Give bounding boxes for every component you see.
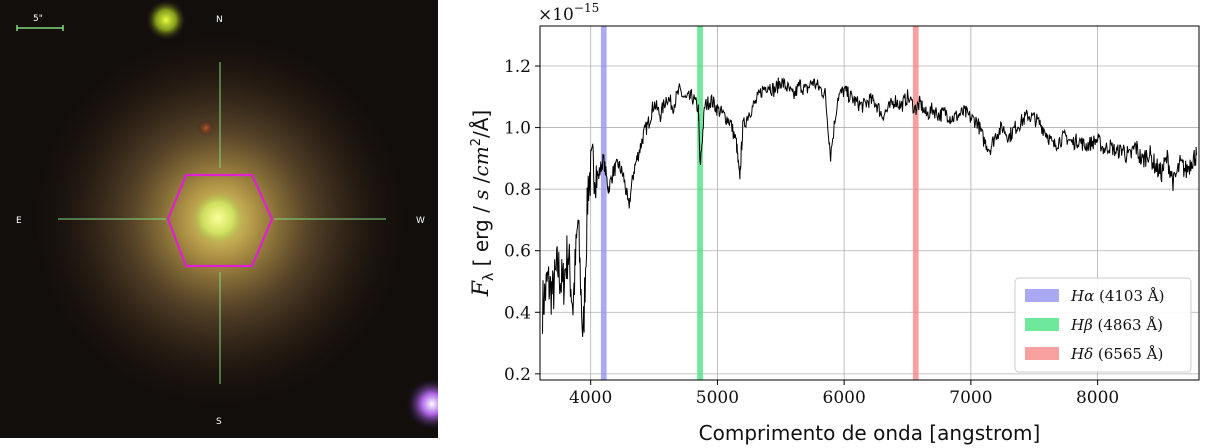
y-axis-ticks: 0.2 0.4 0.6 0.8 1.0 1.2 [504, 57, 540, 385]
legend-entry: Hδ (6565 Å) [1070, 345, 1163, 363]
compass-north: N [216, 15, 223, 25]
scale-label: 5" [33, 14, 43, 24]
y-tick-label: 0.6 [504, 242, 531, 262]
spectrum-chart: 4000 5000 6000 7000 8000 0.20.40.60.81.01.2 … [469, 1, 1200, 445]
y-offset-text: ×10−15 [538, 1, 599, 25]
x-tick-label: 6000 [823, 388, 866, 408]
y-tick-label: 0.2 [504, 365, 531, 385]
legend: Hα (4103 Å) Hβ (4863 Å) Hδ (6565 Å) [1014, 277, 1192, 373]
x-tick-label: 8000 [1076, 388, 1119, 408]
faint-source [197, 119, 215, 137]
crosshair [58, 62, 386, 384]
legend-entry: Hα (4103 Å) [1070, 287, 1164, 305]
galaxy-core [192, 192, 244, 244]
bright-star-corner [406, 378, 438, 430]
spectrum-line [542, 77, 1197, 337]
compass-west: W [416, 216, 425, 226]
y-axis-label-text: Fλ [ erg / s /cm2/Å] [469, 110, 497, 298]
sky-cutout-image: 5" N S E W [0, 0, 438, 438]
emission-band [600, 26, 607, 380]
plot-frame [539, 25, 1200, 381]
y-tick-label: 0.8 [504, 180, 531, 200]
x-tick-label: 4000 [569, 388, 612, 408]
y-tick-label: 0.4 [504, 303, 531, 323]
legend-swatch [1025, 318, 1059, 331]
x-tick-label: 5000 [696, 388, 739, 408]
x-axis-label: Comprimento de onda [angstrom] [699, 421, 1041, 445]
x-axis-ticks: 4000 5000 6000 7000 8000 [569, 380, 1119, 408]
y-tick-label: 1.2 [504, 57, 531, 77]
emission-band [697, 26, 703, 380]
legend-entry: Hβ (4863 Å) [1070, 316, 1163, 334]
legend-swatch [1025, 347, 1059, 360]
y-tick-label: 1.0 [504, 119, 531, 139]
emission-bands [600, 26, 919, 380]
emission-band [912, 26, 919, 380]
fiber-aperture [166, 173, 274, 268]
bright-star-top [146, 0, 186, 40]
scale-bar: 5" [16, 14, 64, 31]
legend-swatch [1025, 289, 1059, 302]
y-axis-label: Fλ [ erg / s /cm2/Å] [469, 110, 497, 298]
compass-south: S [216, 417, 222, 427]
x-tick-label: 7000 [949, 388, 992, 408]
compass-east: E [16, 216, 22, 226]
